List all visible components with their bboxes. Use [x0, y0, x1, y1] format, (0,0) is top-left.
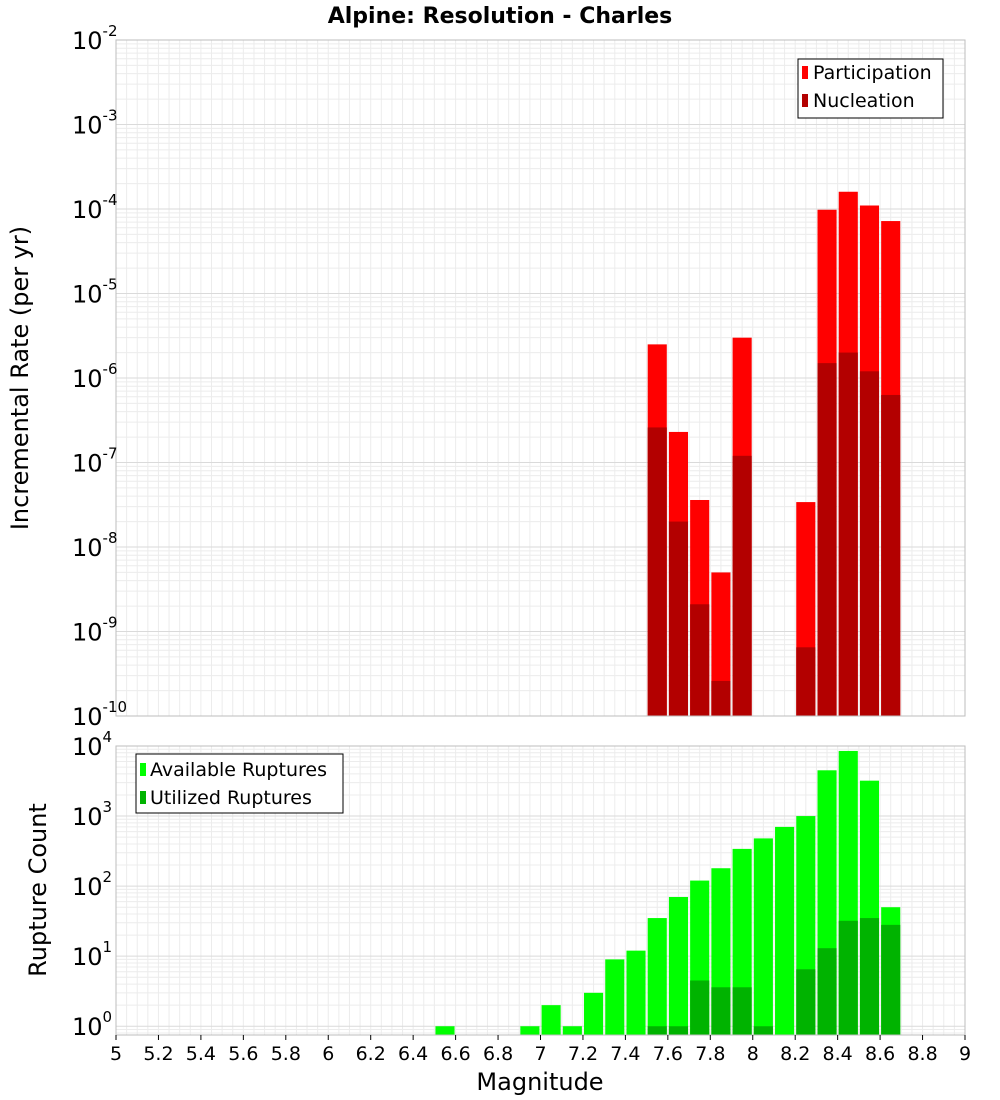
x-axis-title: Magnitude [476, 1068, 603, 1096]
bottom-legend-box [135, 753, 344, 814]
x-tick-label: 7.2 [568, 1043, 598, 1065]
bottom-bars [435, 750, 901, 1035]
bar-available-ruptures [584, 992, 604, 1035]
bottom-y-tick-label: 100 [72, 1008, 112, 1041]
top-y-tick-label: 10-4 [72, 191, 118, 224]
chart-title: Alpine: Resolution - Charles [328, 4, 673, 29]
bar-available-ruptures [541, 1005, 561, 1035]
bar-available-ruptures [775, 826, 795, 1035]
legend-label-utilized-ruptures: Utilized Ruptures [150, 787, 312, 809]
bar-utilized-ruptures [881, 924, 901, 1035]
x-tick-label: 5 [110, 1043, 122, 1065]
top-y-tick-label: 10-6 [72, 360, 118, 393]
top-y-axis-title: Incremental Rate (per yr) [6, 226, 34, 530]
x-tick-label: 8.2 [780, 1043, 810, 1065]
bar-utilized-ruptures [668, 1026, 689, 1035]
bar-utilized-ruptures [732, 987, 752, 1035]
bottom-y-tick-label: 103 [72, 798, 112, 831]
x-tick-label: 7 [534, 1043, 546, 1065]
bar-nucleation [817, 363, 837, 716]
bottom-y-tick-label: 101 [72, 938, 112, 971]
bar-available-ruptures [626, 950, 646, 1035]
bottom-y-tick-label: 104 [72, 728, 112, 761]
bar-utilized-ruptures [838, 920, 858, 1035]
top-y-tick-label: 10-10 [72, 698, 127, 731]
x-ticks: 5 5.2 5.4 5.6 5.8 6 6.2 6.4 6.6 6.8 7 7.2 7.4 7.6 7.8 8… [110, 1035, 971, 1065]
top-plot: 10-10 10-9 10-8 10-7 10-6 10-5 10-4 10-3 10-2 In… [6, 22, 966, 731]
bar-utilized-ruptures [647, 1026, 667, 1035]
x-tick-label: 6.8 [483, 1043, 513, 1065]
x-tick-label: 8.8 [907, 1043, 937, 1065]
x-tick-label: 8 [747, 1043, 759, 1065]
x-tick-label: 6.6 [440, 1043, 470, 1065]
bar-nucleation [859, 371, 880, 716]
legend-swatch-nucleation [802, 94, 808, 107]
bottom-plot: 100 101 102 103 104 5 5.2 5.4 5.6 5.8 6 6.2 6.4 6.6 6… [24, 728, 971, 1096]
bottom-y-ticks: 100 101 102 103 104 [72, 728, 112, 1041]
x-tick-label: 9 [959, 1043, 971, 1065]
bar-nucleation [796, 647, 816, 716]
x-tick-label: 5.2 [143, 1043, 173, 1065]
x-tick-label: 7.4 [610, 1043, 640, 1065]
top-plot-border [115, 39, 966, 717]
legend-swatch-participation [802, 66, 808, 79]
x-tick-label: 7.8 [695, 1043, 725, 1065]
bar-nucleation [711, 680, 731, 716]
bar-nucleation [881, 394, 901, 716]
bar-available-ruptures [562, 1026, 582, 1035]
x-tick-label: 5.4 [186, 1043, 216, 1065]
top-legend: Participation Nucleation [797, 58, 944, 119]
bar-nucleation [647, 427, 667, 716]
bar-utilized-ruptures [817, 948, 837, 1035]
bar-available-ruptures [605, 959, 625, 1035]
x-tick-label: 6.2 [356, 1043, 386, 1065]
top-y-tick-label: 10-9 [72, 614, 118, 647]
bar-nucleation [838, 352, 858, 716]
bar-nucleation [732, 455, 752, 716]
top-y-ticks: 10-10 10-9 10-8 10-7 10-6 10-5 10-4 10-3 10-2 [72, 22, 127, 731]
bar-participation [711, 572, 731, 716]
legend-swatch-available-ruptures [140, 763, 146, 776]
top-y-tick-label: 10-2 [72, 22, 118, 55]
bar-available-ruptures [668, 896, 689, 1035]
x-tick-label: 6.4 [398, 1043, 428, 1065]
x-tick-label: 8.6 [865, 1043, 895, 1065]
top-y-tick-label: 10-7 [72, 445, 118, 478]
top-y-tick-label: 10-5 [72, 276, 118, 309]
x-tick-label: 8.4 [823, 1043, 853, 1065]
bar-utilized-ruptures [690, 980, 710, 1035]
top-y-tick-label: 10-8 [72, 529, 118, 562]
bar-utilized-ruptures [796, 969, 816, 1035]
bar-available-ruptures [753, 838, 773, 1035]
x-tick-label: 6 [322, 1043, 334, 1065]
bar-utilized-ruptures [753, 1026, 773, 1035]
top-y-tick-label: 10-3 [72, 107, 118, 140]
legend-label-available-ruptures: Available Ruptures [150, 759, 327, 781]
legend-swatch-utilized-ruptures [140, 791, 146, 804]
legend-label-participation: Participation [813, 62, 932, 84]
x-tick-label: 5.8 [271, 1043, 301, 1065]
bar-available-ruptures [520, 1026, 540, 1035]
x-tick-label: 5.6 [228, 1043, 258, 1065]
bar-utilized-ruptures [711, 987, 731, 1035]
bottom-y-tick-label: 102 [72, 868, 112, 901]
top-legend-box [797, 58, 944, 119]
bottom-legend: Available Ruptures Utilized Ruptures [135, 753, 344, 814]
legend-label-nucleation: Nucleation [813, 90, 915, 112]
x-tick-label: 7.6 [653, 1043, 683, 1065]
bar-utilized-ruptures [859, 918, 880, 1035]
top-grid [115, 40, 966, 717]
bar-nucleation [668, 521, 689, 716]
bar-nucleation [690, 604, 710, 716]
bottom-y-axis-title: Rupture Count [24, 803, 52, 977]
bar-available-ruptures [647, 918, 667, 1035]
top-bars [647, 191, 901, 717]
bar-available-ruptures [435, 1026, 455, 1035]
